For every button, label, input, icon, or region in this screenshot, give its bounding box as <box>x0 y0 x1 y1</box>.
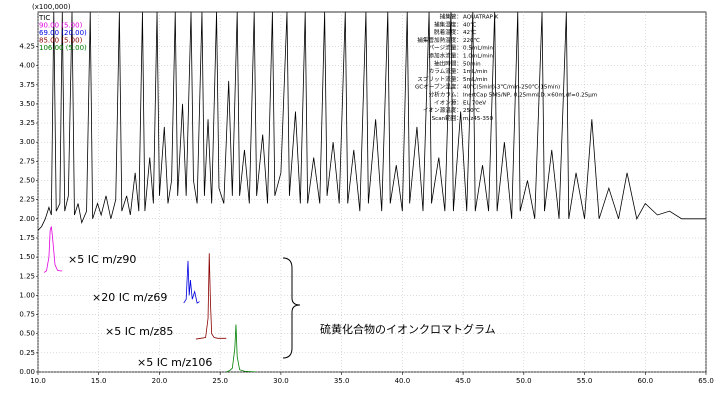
x-tick-label: 15.0 <box>91 377 107 385</box>
condition-label: 脱着温度： <box>434 28 462 36</box>
condition-label: 捕集管： <box>440 13 462 21</box>
condition-value: 1mL/min <box>463 69 488 75</box>
condition-value: m/z45-350 <box>463 116 494 122</box>
series-line <box>195 253 227 340</box>
x-tick-label: 60.0 <box>637 377 653 385</box>
condition-value: 0.5mL/min <box>463 46 493 52</box>
condition-label: 添加水流量： <box>428 52 462 60</box>
annotation: ×5 IC m/z90 <box>68 253 136 266</box>
condition-value: 50min <box>463 61 481 67</box>
y-tick-label: 1.00 <box>19 291 35 299</box>
condition-label: カラム流量： <box>429 67 462 75</box>
y-tick-label: 2.25 <box>19 196 35 204</box>
condition-label: Scan範囲： <box>432 114 462 122</box>
y-tick-label: 3.75 <box>19 81 35 89</box>
condition-value: AQUATRAP K <box>463 15 499 21</box>
x-tick-label: 45.0 <box>455 377 471 385</box>
condition-value: InertCap 5MS/NP, 0.25mmI.D.×60m,df=0.25μ… <box>463 93 597 99</box>
condition-label: 抽出時間： <box>434 59 462 67</box>
y-tick-label: 2.75 <box>19 157 35 165</box>
y-tick-label: 1.50 <box>19 253 35 261</box>
legend-entry: 106.00 (5.00) <box>39 44 87 52</box>
condition-value: 42℃ <box>463 29 476 36</box>
x-tick-label: 65.0 <box>698 377 714 385</box>
y-tick-label: 3.50 <box>19 100 35 108</box>
condition-label: イオン源温度： <box>423 106 462 114</box>
brace <box>282 257 301 359</box>
y-tick-label: 3.25 <box>19 119 35 127</box>
y-tick-label: 1.25 <box>19 272 35 280</box>
x-tick-label: 40.0 <box>395 377 411 385</box>
condition-value: 5mL/min <box>463 77 488 83</box>
y-tick-label: 0.00 <box>19 368 35 376</box>
condition-label: パージ流量： <box>429 44 462 52</box>
plot-frame <box>37 11 707 373</box>
condition-label: 捕集温度： <box>434 20 462 28</box>
x-tick-label: 35.0 <box>334 377 350 385</box>
condition-value: EI, 70eV <box>463 100 486 106</box>
y-tick-label: 4.00 <box>19 62 35 70</box>
condition-value: 40℃ <box>463 21 476 28</box>
x-tick-label: 25.0 <box>212 377 228 385</box>
y-unit-label: (x100,000) <box>32 3 71 11</box>
y-tick-label: 4.25 <box>19 42 35 50</box>
y-tick-label: 2.50 <box>19 177 35 185</box>
annotation: ×20 IC m/z69 <box>92 291 167 304</box>
legend-entry: 85.00 (5.00) <box>39 37 83 45</box>
series-line <box>183 260 200 304</box>
legend-entry: 90.00 (5.00) <box>39 22 83 30</box>
y-tick-label: 0.75 <box>19 311 35 319</box>
annotation: ×5 IC m/z106 <box>137 356 212 369</box>
condition-label: イオン源： <box>434 98 462 106</box>
condition-label: スプリット流量： <box>417 75 462 83</box>
x-tick-label: 50.0 <box>516 377 532 385</box>
annotation: ×5 IC m/z85 <box>105 325 173 338</box>
condition-label: 捕集管加熱温度： <box>417 36 462 44</box>
condition-value: 220℃ <box>463 37 480 44</box>
legend-entry: 69.00 (20.00) <box>39 29 87 37</box>
condition-value: 40℃(5min)-3℃/min-250℃(15min) <box>463 84 560 91</box>
series-line <box>226 324 257 372</box>
y-tick-label: 1.75 <box>19 234 35 242</box>
x-tick-label: 30.0 <box>273 377 289 385</box>
annotation: 硫黄化合物のイオンクロマトグラム <box>320 322 496 336</box>
series-line <box>38 12 706 231</box>
series-line <box>43 226 63 273</box>
y-tick-label: 0.25 <box>19 349 35 357</box>
condition-value: 250℃ <box>463 107 480 114</box>
x-tick-label: 55.0 <box>577 377 593 385</box>
y-tick-label: 0.50 <box>19 330 35 338</box>
y-tick-label: 2.00 <box>19 215 35 223</box>
y-tick-label: 3.00 <box>19 138 35 146</box>
x-tick-label: 20.0 <box>152 377 168 385</box>
condition-value: 1.0mL/min <box>463 54 493 60</box>
legend-entry: TIC <box>38 14 50 22</box>
condition-label: 分析カラム： <box>429 91 462 99</box>
condition-label: GCオーブン温度： <box>415 83 462 91</box>
x-tick-label: 10.0 <box>30 377 46 385</box>
